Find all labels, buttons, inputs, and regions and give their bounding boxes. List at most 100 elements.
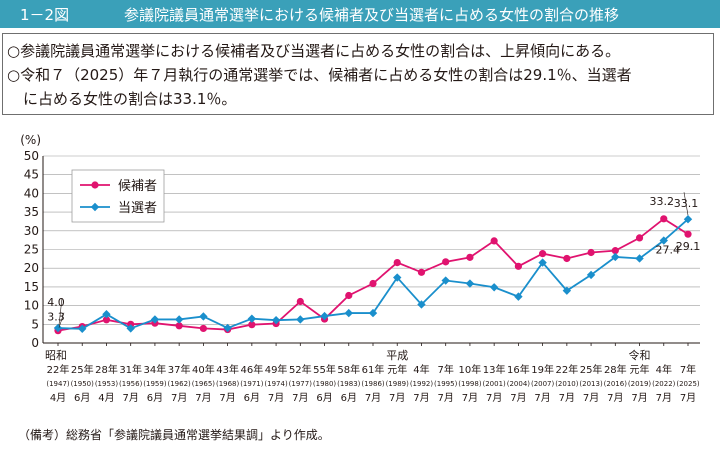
winners-point [174,315,184,324]
x-tick-year: 13年 [483,363,506,376]
x-tick-western-year: (1965) [192,380,216,388]
x-tick-month: 7月 [631,392,647,404]
candidates-point [466,253,474,261]
x-era-label: 令和 [629,348,651,362]
legend-label: 候補者 [118,179,157,194]
legend-label: 当選者 [118,201,157,216]
x-tick-western-year: (2025) [676,380,700,388]
winners-point [393,273,402,282]
y-tick-label: 20 [24,261,39,275]
candidates-point [563,254,571,263]
x-tick-year: 25年 [580,363,603,376]
legend-box [71,169,165,223]
x-tick-month: 7月 [195,392,211,404]
winners-point [53,323,63,333]
x-tick-month: 7月 [486,392,502,404]
x-tick-month: 7月 [438,392,454,404]
x-tick-month: 7月 [534,392,550,404]
x-tick-western-year: (1974) [264,380,288,388]
x-tick-western-year: (1971) [240,380,264,388]
x-tick-year: 25年 [71,363,94,376]
candidates-point [490,237,498,245]
winners-point [635,254,644,263]
y-tick-label: 35 [24,205,39,219]
x-tick-year: 28年 [95,363,118,376]
x-tick-western-year: (1983) [337,380,361,388]
winners-point [441,276,450,285]
winners-point [199,312,208,321]
x-tick-year: 7年 [438,363,454,376]
x-tick-western-year: (2010) [555,380,579,388]
candidates-point [369,279,377,288]
x-tick-month: 7月 [268,392,284,404]
x-tick-western-year: (2019) [628,380,652,388]
candidates-point [587,248,595,257]
leader-line [58,298,63,326]
winners-point [683,215,693,224]
summary-line-3: に占める女性の割合は33.1％。 [23,90,237,108]
x-tick-year: 40年 [192,363,215,376]
x-tick-month: 7月 [680,392,696,404]
x-tick-month: 7月 [583,392,599,404]
x-tick-western-year: (2004) [507,380,531,388]
x-tick-year: 22年 [47,363,70,376]
x-tick-month: 7月 [365,392,381,404]
x-tick-month: 7月 [462,392,478,404]
x-tick-month: 7月 [607,392,623,404]
x-tick-year: 43年 [216,363,239,376]
legend-candidates-marker [91,181,99,189]
x-tick-year: 元年 [630,363,650,376]
candidates-point [611,247,619,255]
x-tick-year: 19年 [531,363,554,376]
y-unit-label: (%) [20,133,41,147]
x-tick-month: 6月 [316,392,332,404]
x-tick-month: 7月 [292,392,308,404]
x-tick-western-year: (2013) [579,380,603,388]
candidates-point [539,250,547,258]
footnote: （備考）総務省「参議院議員通常選挙結果調」より作成。 [18,428,330,442]
candidates-point [175,322,183,330]
x-tick-western-year: (1953) [95,380,119,388]
x-tick-year: 52年 [289,363,312,376]
winners-point [562,286,572,295]
candidates-point [393,258,401,267]
x-tick-year: 55年 [313,363,336,376]
winners-point [320,311,329,321]
x-tick-year: 58年 [337,363,360,376]
x-tick-year: 37年 [168,363,191,376]
candidates-point [296,297,304,306]
y-tick-label: 15 [24,280,39,294]
x-tick-month: 7月 [389,392,405,404]
x-tick-month: 6月 [244,392,260,404]
figure-number: 1－2図 [20,6,70,24]
candidates-point [102,316,111,324]
y-tick-label: 45 [24,168,39,182]
candidates-point [199,324,207,333]
winners-point [344,308,353,318]
y-tick-label: 10 [24,299,39,313]
data-label: 33.2 [650,195,675,208]
x-tick-western-year: (1995) [434,380,458,388]
x-tick-year: 7年 [680,363,696,376]
y-tick-label: 25 [24,243,39,257]
x-tick-year: 31年 [119,363,142,376]
candidates-point [635,234,644,242]
summary-line-2: ○令和７（2025）年７月執行の通常選挙では、候補者に占める女性の割合は29.1… [7,66,632,84]
summary-line-1: ○参議院議員通常選挙における候補者及び当選者に占める女性の割合は、上昇傾向にある… [7,42,621,60]
figure-title-bar: 1－2図 参議院議員通常選挙における候補者及び当選者に占める女性の割合の推移 [0,0,720,28]
x-tick-western-year: (2016) [604,380,628,388]
x-tick-year: 49年 [265,363,288,376]
x-tick-month: 7月 [559,392,575,404]
x-tick-year: 元年 [387,363,407,376]
x-tick-year: 16年 [507,363,530,376]
x-tick-western-year: (2007) [531,380,555,388]
leader-line [683,192,689,216]
winners-point [465,279,475,288]
leader-line [58,312,65,328]
winners-point [489,283,499,292]
x-tick-month: 6月 [147,392,163,404]
x-tick-western-year: (2001) [483,380,507,388]
data-label: 4.0 [47,296,65,309]
data-label: 29.1 [676,240,701,253]
x-tick-month: 7月 [123,392,139,404]
